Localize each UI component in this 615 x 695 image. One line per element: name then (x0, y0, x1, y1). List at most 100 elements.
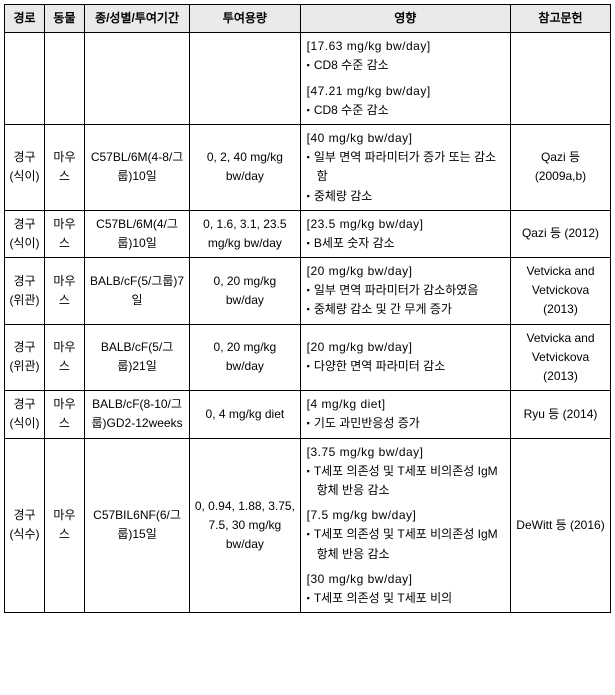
cell-route: 경구(식이) (5, 391, 45, 438)
strain-line: C57BL/6 (96, 217, 143, 231)
effect-group: [47.21 mg/kg bw/day]CD8 수준 감소 (307, 82, 507, 120)
strain-line: GD2-12weeks (107, 416, 183, 430)
strain-line: BALB/c (92, 397, 132, 411)
effect-item: B세포 숫자 감소 (307, 234, 507, 253)
strain-line: BALB/c (90, 274, 130, 288)
cell-animal (44, 33, 84, 125)
strain-line: F (132, 397, 139, 411)
cell-route (5, 33, 45, 125)
header-animal: 동물 (44, 5, 84, 33)
cell-strain: C57BIL6NF(6/그룹)15일 (84, 438, 189, 613)
cell-ref (511, 33, 611, 125)
strain-line: C57BL/6 (91, 150, 138, 164)
effect-item: 기도 과민반응성 증가 (307, 414, 507, 433)
cell-effect: [20 mg/kg bw/day]다양한 면역 파라미터 감소 (300, 324, 510, 391)
cell-effect: [40 mg/kg bw/day]일부 면역 파라미터가 증가 또는 감소함중체… (300, 124, 510, 210)
table-row: 경구(위관)마우스BALB/cF(5/그룹)7일0, 20 mg/kg bw/d… (5, 258, 611, 325)
effect-item: 일부 면역 파라미터가 감소하였음 (307, 281, 507, 300)
header-dose: 투여용량 (190, 5, 300, 33)
header-ref: 참고문헌 (511, 5, 611, 33)
cell-effect: [3.75 mg/kg bw/day]T세포 의존성 및 T세포 비의존성 Ig… (300, 438, 510, 613)
strain-line: BALB/c (101, 340, 141, 354)
effect-item: 중체량 감소 (307, 187, 507, 206)
cell-dose (190, 33, 300, 125)
effect-header: [20 mg/kg bw/day] (307, 338, 507, 357)
effect-item: 다양한 면역 파라미터 감소 (307, 357, 507, 376)
cell-animal: 마우스 (44, 438, 84, 613)
strain-line: 10일 (132, 236, 156, 250)
header-effect: 영향 (300, 5, 510, 33)
effect-group: [23.5 mg/kg bw/day]B세포 숫자 감소 (307, 215, 507, 253)
cell-route: 경구(식이) (5, 124, 45, 210)
cell-effect: [17.63 mg/kg bw/day]CD8 수준 감소[47.21 mg/k… (300, 33, 510, 125)
effect-header: [20 mg/kg bw/day] (307, 262, 507, 281)
cell-effect: [23.5 mg/kg bw/day]B세포 숫자 감소 (300, 210, 510, 257)
data-table: 경로 동물 종/성별/투여기간 투여용량 영향 참고문헌 [17.63 mg/k… (4, 4, 611, 613)
cell-ref: Ryu 등 (2014) (511, 391, 611, 438)
table-row: 경구(식이)마우스C57BL/6M(4/그룹)10일0, 1.6, 3.1, 2… (5, 210, 611, 257)
cell-animal: 마우스 (44, 324, 84, 391)
table-row: 경구(위관)마우스BALB/cF(5/그룹)21일0, 20 mg/kg bw/… (5, 324, 611, 391)
effect-item: T세포 의존성 및 T세포 비의 (307, 589, 507, 608)
strain-line: M (138, 150, 148, 164)
effect-group: [30 mg/kg bw/day]T세포 의존성 및 T세포 비의 (307, 570, 507, 608)
cell-effect: [20 mg/kg bw/day]일부 면역 파라미터가 감소하였음중체량 감소… (300, 258, 510, 325)
table-body: [17.63 mg/kg bw/day]CD8 수준 감소[47.21 mg/k… (5, 33, 611, 613)
table-row: [17.63 mg/kg bw/day]CD8 수준 감소[47.21 mg/k… (5, 33, 611, 125)
cell-dose: 0, 20 mg/kg bw/day (190, 324, 300, 391)
strain-line: 10일 (132, 169, 156, 183)
effect-item: T세포 의존성 및 T세포 비의존성 IgM 항체 반응 감소 (307, 462, 507, 500)
cell-effect: [4 mg/kg diet]기도 과민반응성 증가 (300, 391, 510, 438)
cell-strain: BALB/cF(8-10/그룹)GD2-12weeks (84, 391, 189, 438)
strain-line: F (149, 508, 156, 522)
header-row: 경로 동물 종/성별/투여기간 투여용량 영향 참고문헌 (5, 5, 611, 33)
cell-ref: Vetvicka and Vetvickova (2013) (511, 258, 611, 325)
cell-animal: 마우스 (44, 258, 84, 325)
effect-item: 일부 면역 파라미터가 증가 또는 감소함 (307, 148, 507, 186)
cell-strain: BALB/cF(5/그룹)21일 (84, 324, 189, 391)
effect-header: [4 mg/kg diet] (307, 395, 507, 414)
strain-line: (5/그룹) (137, 274, 177, 288)
effect-header: [40 mg/kg bw/day] (307, 129, 507, 148)
table-row: 경구(식수)마우스C57BIL6NF(6/그룹)15일0, 0.94, 1.88… (5, 438, 611, 613)
cell-dose: 0, 4 mg/kg diet (190, 391, 300, 438)
strain-line: M (143, 217, 153, 231)
effect-item: CD8 수준 감소 (307, 56, 507, 75)
cell-route: 경구(식이) (5, 210, 45, 257)
cell-strain: C57BL/6M(4-8/그룹)10일 (84, 124, 189, 210)
strain-line: 21일 (132, 359, 156, 373)
effect-group: [17.63 mg/kg bw/day]CD8 수준 감소 (307, 37, 507, 75)
strain-line: C57BIL6N (93, 508, 148, 522)
effect-header: [17.63 mg/kg bw/day] (307, 37, 507, 56)
header-strain: 종/성별/투여기간 (84, 5, 189, 33)
strain-line: 15일 (132, 527, 156, 541)
cell-route: 경구(위관) (5, 258, 45, 325)
cell-ref: Qazi 등 (2012) (511, 210, 611, 257)
effect-group: [4 mg/kg diet]기도 과민반응성 증가 (307, 395, 507, 433)
cell-animal: 마우스 (44, 391, 84, 438)
effect-group: [20 mg/kg bw/day]다양한 면역 파라미터 감소 (307, 338, 507, 376)
effect-group: [7.5 mg/kg bw/day]T세포 의존성 및 T세포 비의존성 IgM… (307, 506, 507, 564)
cell-strain (84, 33, 189, 125)
table-row: 경구(식이)마우스C57BL/6M(4-8/그룹)10일0, 2, 40 mg/… (5, 124, 611, 210)
effect-header: [23.5 mg/kg bw/day] (307, 215, 507, 234)
effect-item: T세포 의존성 및 T세포 비의존성 IgM 항체 반응 감소 (307, 525, 507, 563)
cell-animal: 마우스 (44, 124, 84, 210)
effect-header: [47.21 mg/kg bw/day] (307, 82, 507, 101)
cell-animal: 마우스 (44, 210, 84, 257)
effect-group: [3.75 mg/kg bw/day]T세포 의존성 및 T세포 비의존성 Ig… (307, 443, 507, 501)
effect-header: [3.75 mg/kg bw/day] (307, 443, 507, 462)
cell-ref: Vetvicka and Vetvickova (2013) (511, 324, 611, 391)
effect-header: [30 mg/kg bw/day] (307, 570, 507, 589)
cell-route: 경구(위관) (5, 324, 45, 391)
effect-header: [7.5 mg/kg bw/day] (307, 506, 507, 525)
effect-item: CD8 수준 감소 (307, 101, 507, 120)
cell-ref: DeWitt 등 (2016) (511, 438, 611, 613)
cell-ref: Qazi 등 (2009a,b) (511, 124, 611, 210)
table-row: 경구(식이)마우스BALB/cF(8-10/그룹)GD2-12weeks0, 4… (5, 391, 611, 438)
cell-strain: C57BL/6M(4/그룹)10일 (84, 210, 189, 257)
cell-route: 경구(식수) (5, 438, 45, 613)
effect-item: 중체량 감소 및 간 무게 증가 (307, 300, 507, 319)
effect-group: [20 mg/kg bw/day]일부 면역 파라미터가 감소하였음중체량 감소… (307, 262, 507, 320)
cell-dose: 0, 1.6, 3.1, 23.5 mg/kg bw/day (190, 210, 300, 257)
